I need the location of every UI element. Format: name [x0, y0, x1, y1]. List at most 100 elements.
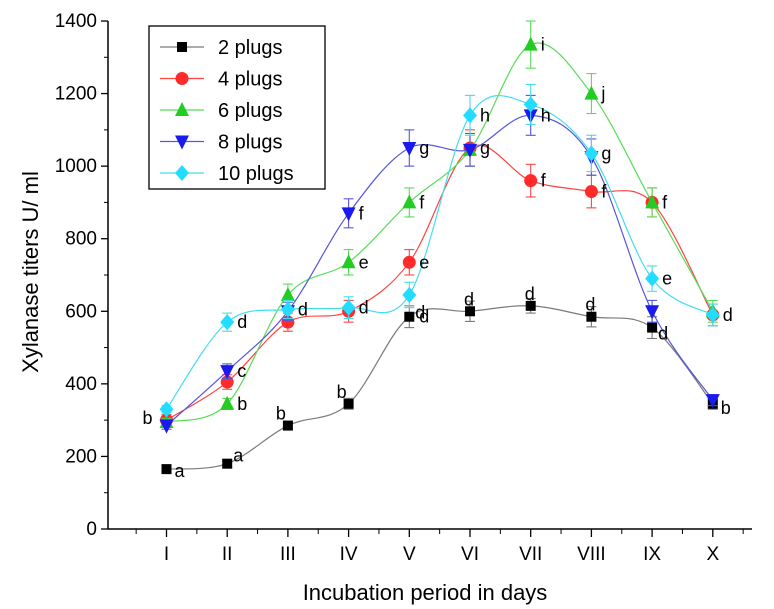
- data-label: h: [541, 105, 551, 125]
- data-point: [175, 165, 189, 181]
- data-point: [584, 85, 599, 100]
- data-label: b: [237, 394, 247, 414]
- data-point: [175, 72, 189, 85]
- data-label: h: [480, 105, 490, 125]
- y-tick-label: 0: [86, 519, 97, 540]
- data-point: [523, 96, 538, 113]
- x-tick-label: IV: [340, 544, 358, 565]
- data-point: [341, 299, 356, 316]
- data-point: [584, 145, 599, 162]
- data-label: f: [541, 171, 547, 191]
- data-point: [463, 143, 477, 158]
- data-point: [341, 254, 356, 269]
- data-point: [282, 420, 293, 431]
- data-point: [524, 174, 538, 188]
- x-axis-title: Incubation period in days: [303, 580, 548, 605]
- group-label: b: [143, 408, 153, 428]
- data-point: [402, 286, 417, 303]
- series-10-plugs: [159, 83, 720, 418]
- legend-label: 6 plugs: [218, 100, 283, 122]
- legend: 2 plugs 4 plugs 6 plugs 8 plugs 10 plugs: [148, 25, 326, 190]
- data-label: j: [600, 84, 605, 104]
- data-label: d: [658, 324, 668, 344]
- data-point: [404, 311, 415, 322]
- data-point: [465, 306, 475, 317]
- data-label: d: [525, 284, 535, 304]
- group-label: d: [298, 299, 308, 319]
- data-label: e: [662, 269, 672, 289]
- data-point: [220, 365, 235, 380]
- data-label: b: [721, 398, 731, 418]
- data-label: e: [359, 252, 369, 272]
- data-label: a: [233, 446, 244, 466]
- data-label: f: [359, 203, 365, 223]
- data-label: g: [601, 143, 611, 163]
- data-label: d: [415, 303, 425, 323]
- data-point: [586, 311, 597, 322]
- legend-item: 6 plugs: [160, 100, 283, 122]
- legend-label: 8 plugs: [218, 132, 283, 154]
- group-label: d: [419, 307, 429, 327]
- y-tick-label: 400: [65, 374, 97, 395]
- data-point: [705, 394, 720, 409]
- data-label: f: [419, 192, 425, 212]
- y-tick-label: 1000: [55, 156, 97, 177]
- data-label: b: [337, 382, 347, 402]
- legend-item: 2 plugs: [160, 37, 283, 59]
- legend-item: 4 plugs: [160, 69, 283, 91]
- group-label: d: [723, 305, 733, 325]
- data-point: [584, 185, 598, 199]
- data-point: [280, 301, 295, 318]
- data-label: g: [480, 138, 490, 158]
- data-label: i: [541, 35, 545, 55]
- data-point: [523, 36, 538, 51]
- x-tick-label: II: [222, 544, 233, 565]
- legend-label: 10 plugs: [218, 163, 294, 185]
- data-label: e: [419, 252, 429, 272]
- data-point: [159, 401, 174, 418]
- x-tick-label: III: [280, 544, 296, 565]
- data-point: [402, 194, 417, 209]
- data-point: [280, 286, 295, 301]
- legend-item: 8 plugs: [160, 132, 283, 154]
- y-tick-label: 200: [65, 446, 97, 467]
- data-point: [220, 395, 235, 410]
- data-label: f: [601, 182, 607, 202]
- x-tick-label: I: [164, 544, 169, 565]
- y-axis-title: Xylanase titers U/ ml: [18, 171, 43, 373]
- legend-item: 10 plugs: [160, 163, 294, 185]
- legend-box: [148, 25, 326, 190]
- data-point: [177, 42, 187, 52]
- data-point: [402, 255, 416, 269]
- series-line: [166, 95, 714, 410]
- legend-label: 2 plugs: [218, 37, 283, 59]
- series-line: [166, 114, 714, 427]
- y-tick-label: 800: [65, 229, 97, 250]
- series-line: [166, 305, 714, 470]
- data-point: [645, 194, 660, 209]
- y-tick-label: 1200: [55, 84, 97, 105]
- group-label: d: [359, 298, 369, 318]
- data-label: a: [175, 461, 186, 481]
- data-label: d: [585, 295, 595, 315]
- series-layer: [159, 20, 720, 475]
- data-point: [645, 305, 660, 320]
- data-point: [175, 135, 189, 150]
- data-point: [645, 270, 660, 287]
- data-point: [222, 458, 233, 469]
- data-point: [220, 314, 235, 331]
- data-label: d: [464, 289, 474, 309]
- x-tick-label: IX: [643, 544, 661, 565]
- data-point: [341, 207, 356, 222]
- data-label: f: [662, 192, 668, 212]
- x-tick-label: VIII: [577, 544, 606, 565]
- data-point: [159, 419, 174, 434]
- x-tick-label: VI: [461, 544, 479, 565]
- data-label: g: [419, 138, 429, 158]
- data-point: [705, 306, 720, 323]
- data-point: [647, 322, 658, 333]
- data-point: [161, 464, 172, 475]
